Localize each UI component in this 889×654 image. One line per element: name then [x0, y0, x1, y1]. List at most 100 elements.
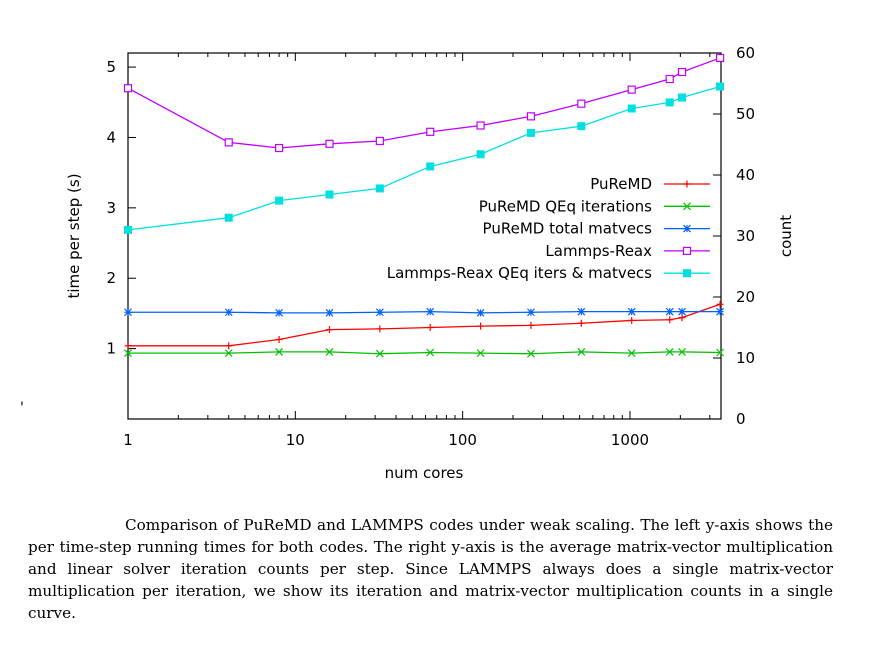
data-point: [715, 53, 725, 63]
data-point: [426, 162, 435, 171]
legend-marker: [683, 202, 691, 211]
legend-marker: [683, 224, 691, 233]
legend-label: Lammps-Reax QEq iters & matvecs: [387, 264, 652, 282]
data-point: [124, 308, 132, 317]
data-point: [224, 213, 233, 222]
data-point: [577, 347, 586, 356]
series-0: [124, 300, 724, 350]
data-point: [527, 349, 535, 358]
y2-axis-label: count: [777, 215, 795, 257]
data-point: [224, 349, 233, 358]
data-point: [224, 308, 233, 317]
data-point: [375, 184, 384, 193]
data-point: [716, 82, 725, 91]
legend-entry: Lammps-Reax: [545, 242, 710, 260]
x-axis: 1 10 100 1000: [123, 53, 711, 449]
series-layer: [123, 53, 725, 358]
data-point: [577, 307, 586, 316]
stray-mark: ': [20, 400, 24, 416]
y2-tick-label: 30: [736, 227, 755, 245]
data-point: [325, 326, 333, 334]
data-point: [275, 335, 283, 343]
data-point: [627, 307, 636, 316]
data-point: [476, 308, 485, 317]
series-2: [124, 307, 725, 317]
x-tick-label: 1000: [611, 431, 649, 449]
data-point: [325, 308, 334, 317]
data-point: [123, 84, 133, 93]
legend-label: PuReMD total matvecs: [483, 220, 653, 238]
data-point: [665, 74, 674, 84]
data-point: [577, 99, 586, 108]
data-point: [627, 104, 636, 113]
data-point: [476, 349, 485, 358]
series-3: [123, 53, 725, 153]
data-point: [426, 324, 434, 331]
y2-tick-label: 20: [736, 288, 755, 306]
series-4: [124, 82, 725, 234]
y-axis-right: 0 10 20 30 40 50 60: [713, 44, 755, 428]
figure-caption: Comparison of PuReMD and LAMMPS codes un…: [28, 516, 833, 622]
data-point: [477, 322, 485, 330]
data-point: [666, 316, 674, 324]
y2-tick-label: 40: [736, 166, 755, 184]
y2-tick-label: 10: [736, 349, 755, 367]
x-tick-label: 100: [448, 431, 477, 449]
data-point: [275, 196, 284, 205]
y-tick-label: 4: [106, 128, 116, 146]
data-point: [325, 139, 334, 148]
y-axis-left: 1 2 3 4 5: [106, 58, 136, 358]
legend-label: Lammps-Reax: [545, 242, 652, 260]
data-point: [224, 138, 233, 147]
data-point: [426, 348, 435, 357]
data-point: [678, 93, 687, 102]
x-tick-label: 1: [123, 431, 133, 449]
data-point: [678, 347, 686, 356]
legend-marker: [683, 180, 691, 188]
x-axis-label: num cores: [385, 464, 464, 482]
data-point: [375, 136, 384, 146]
data-point: [716, 307, 725, 316]
x-tick-label: 10: [286, 431, 305, 449]
data-point: [325, 347, 334, 356]
y-axis-label: time per step (s): [65, 173, 83, 298]
data-point: [527, 308, 535, 317]
data-point: [275, 347, 284, 356]
data-point: [376, 325, 384, 333]
y-tick-label: 5: [106, 58, 116, 76]
data-point: [716, 348, 725, 357]
data-point: [577, 319, 585, 327]
y2-tick-label: 60: [736, 44, 755, 62]
data-point: [665, 98, 674, 107]
legend-entry: PuReMD: [590, 175, 710, 193]
data-point: [665, 307, 674, 316]
data-point: [665, 347, 674, 356]
data-point: [225, 342, 233, 350]
legend-label: PuReMD QEq iterations: [479, 197, 652, 215]
data-point: [325, 190, 334, 199]
data-point: [716, 300, 724, 308]
legend-marker: [683, 269, 691, 278]
data-point: [426, 307, 435, 316]
data-point: [124, 342, 132, 350]
data-point: [678, 307, 686, 316]
series-1: [124, 347, 725, 358]
legend-entry: PuReMD QEq iterations: [479, 197, 710, 215]
data-point: [426, 127, 435, 136]
data-point: [628, 316, 636, 324]
data-point: [124, 349, 132, 358]
data-point: [627, 349, 636, 358]
y-tick-label: 1: [106, 340, 116, 358]
legend-entry: Lammps-Reax QEq iters & matvecs: [387, 264, 710, 282]
data-point: [627, 85, 636, 94]
data-point: [375, 308, 384, 317]
data-point: [124, 225, 132, 234]
legend: PuReMD PuReMD QEq iterations PuReMD total …: [387, 175, 710, 282]
data-point: [375, 349, 384, 358]
legend-label: PuReMD: [590, 175, 652, 193]
y2-tick-label: 50: [736, 105, 755, 123]
data-point: [476, 150, 485, 159]
y-tick-label: 3: [106, 199, 116, 217]
legend-entry: PuReMD total matvecs: [483, 220, 710, 238]
